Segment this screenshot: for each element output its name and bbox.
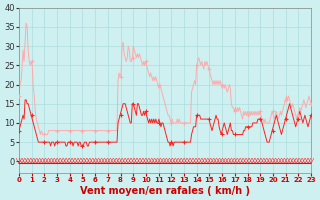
X-axis label: Vent moyen/en rafales ( km/h ): Vent moyen/en rafales ( km/h ) [80,186,250,196]
